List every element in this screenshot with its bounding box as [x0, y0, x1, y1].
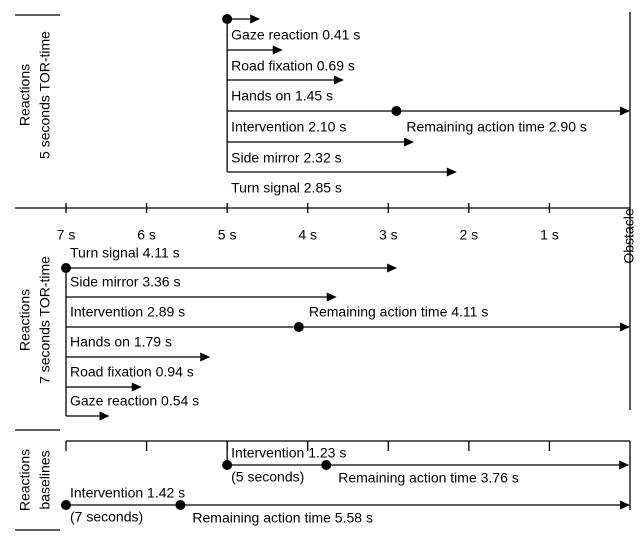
- intervention-label: Intervention 1.42 s: [70, 485, 185, 501]
- arrow-head: [620, 500, 630, 510]
- x-tick-label: 7 s: [57, 227, 76, 243]
- reaction-label: Intervention 2.89 s: [70, 304, 185, 320]
- arrow-head: [333, 75, 344, 85]
- group-title: Reactions: [17, 64, 33, 126]
- reaction-label: Gaze reaction 0.41 s: [231, 27, 360, 43]
- x-tick-label: 1 s: [540, 227, 559, 243]
- arrow-head: [272, 45, 283, 55]
- remaining-label: Remaining action time 2.90 s: [406, 119, 587, 135]
- x-tick-label: 4 s: [298, 227, 317, 243]
- reaction-label: Gaze reaction 0.54 s: [70, 393, 199, 409]
- remaining-label: Remaining action time 5.58 s: [192, 510, 373, 526]
- intervention-note: (7 seconds): [70, 509, 143, 525]
- x-tick-label: 6 s: [137, 227, 156, 243]
- arrow-head: [404, 137, 415, 147]
- arrow-head: [250, 14, 261, 24]
- arrow-head: [620, 322, 630, 332]
- arrow-head: [131, 382, 142, 392]
- reaction-label: Road fixation 0.94 s: [70, 364, 194, 380]
- reaction-label: Side mirror 3.36 s: [70, 274, 180, 290]
- arrow-head: [326, 292, 337, 302]
- reaction-label: Turn signal 4.11 s: [70, 245, 180, 261]
- arrow-head: [200, 352, 211, 362]
- group-title: Reactions: [17, 289, 33, 351]
- reaction-label: Road fixation 0.69 s: [231, 58, 355, 74]
- group-title: baselines: [37, 450, 53, 509]
- group-title: Reactions: [17, 449, 33, 511]
- reaction-label: Intervention 2.10 s: [231, 119, 346, 135]
- arrow-head: [99, 411, 110, 421]
- x-tick-label: 5 s: [218, 227, 237, 243]
- arrow-head: [446, 167, 457, 177]
- obstacle-label: Obstacle: [621, 208, 637, 263]
- remaining-label: Remaining action time 3.76 s: [338, 470, 519, 486]
- group-title: 7 seconds TOR-time: [37, 256, 53, 384]
- x-tick-label: 2 s: [460, 227, 479, 243]
- remaining-label: Remaining action time 4.11 s: [309, 304, 489, 320]
- arrow-head: [387, 263, 398, 273]
- intervention-note: (5 seconds): [231, 469, 304, 485]
- reaction-label: Side mirror 2.32 s: [231, 150, 341, 166]
- reaction-label: Turn signal 2.85 s: [231, 180, 342, 196]
- arrow-head: [620, 106, 630, 116]
- arrow-head: [619, 460, 630, 470]
- group-title: 5 seconds TOR-time: [37, 31, 53, 159]
- reaction-label: Hands on 1.79 s: [70, 334, 172, 350]
- intervention-label: Intervention 1.23 s: [231, 445, 346, 461]
- reaction-label: Hands on 1.45 s: [231, 88, 333, 104]
- x-tick-label: 3 s: [379, 227, 398, 243]
